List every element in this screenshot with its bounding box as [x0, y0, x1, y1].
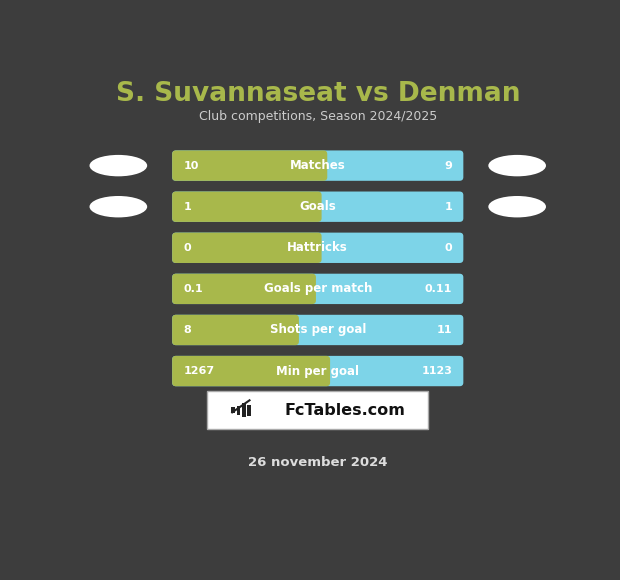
FancyBboxPatch shape [172, 233, 463, 263]
Text: Goals per match: Goals per match [264, 282, 372, 295]
Text: FcTables.com: FcTables.com [284, 403, 405, 418]
Text: 1267: 1267 [184, 366, 215, 376]
Text: 10: 10 [184, 161, 198, 171]
Text: 26 november 2024: 26 november 2024 [248, 456, 388, 469]
Text: 0: 0 [184, 243, 191, 253]
FancyBboxPatch shape [247, 405, 251, 416]
Text: Hattricks: Hattricks [288, 241, 348, 254]
Ellipse shape [489, 155, 546, 176]
Text: 11: 11 [436, 325, 453, 335]
Text: Min per goal: Min per goal [277, 365, 359, 378]
FancyBboxPatch shape [172, 315, 299, 345]
FancyBboxPatch shape [172, 150, 463, 181]
Text: 0.1: 0.1 [184, 284, 203, 294]
Text: 0.11: 0.11 [425, 284, 453, 294]
Text: 1: 1 [445, 202, 453, 212]
Ellipse shape [89, 196, 147, 218]
FancyBboxPatch shape [172, 233, 322, 263]
FancyBboxPatch shape [172, 356, 463, 386]
FancyBboxPatch shape [231, 408, 235, 413]
Text: Matches: Matches [290, 159, 345, 172]
FancyBboxPatch shape [172, 274, 463, 304]
FancyBboxPatch shape [207, 391, 428, 429]
Ellipse shape [489, 196, 546, 218]
FancyBboxPatch shape [172, 356, 330, 386]
Ellipse shape [89, 155, 147, 176]
Text: 1123: 1123 [422, 366, 453, 376]
Text: Club competitions, Season 2024/2025: Club competitions, Season 2024/2025 [198, 110, 437, 123]
Text: S. Suvannaseat vs Denman: S. Suvannaseat vs Denman [115, 81, 520, 107]
Text: Goals: Goals [299, 200, 336, 213]
FancyBboxPatch shape [172, 191, 463, 222]
FancyBboxPatch shape [172, 150, 327, 181]
Text: 8: 8 [184, 325, 191, 335]
FancyBboxPatch shape [172, 191, 322, 222]
Text: 0: 0 [445, 243, 453, 253]
FancyBboxPatch shape [237, 405, 241, 415]
FancyBboxPatch shape [172, 315, 463, 345]
Text: 1: 1 [184, 202, 191, 212]
Text: Shots per goal: Shots per goal [270, 324, 366, 336]
FancyBboxPatch shape [242, 404, 246, 417]
FancyBboxPatch shape [172, 274, 316, 304]
Text: 9: 9 [445, 161, 453, 171]
